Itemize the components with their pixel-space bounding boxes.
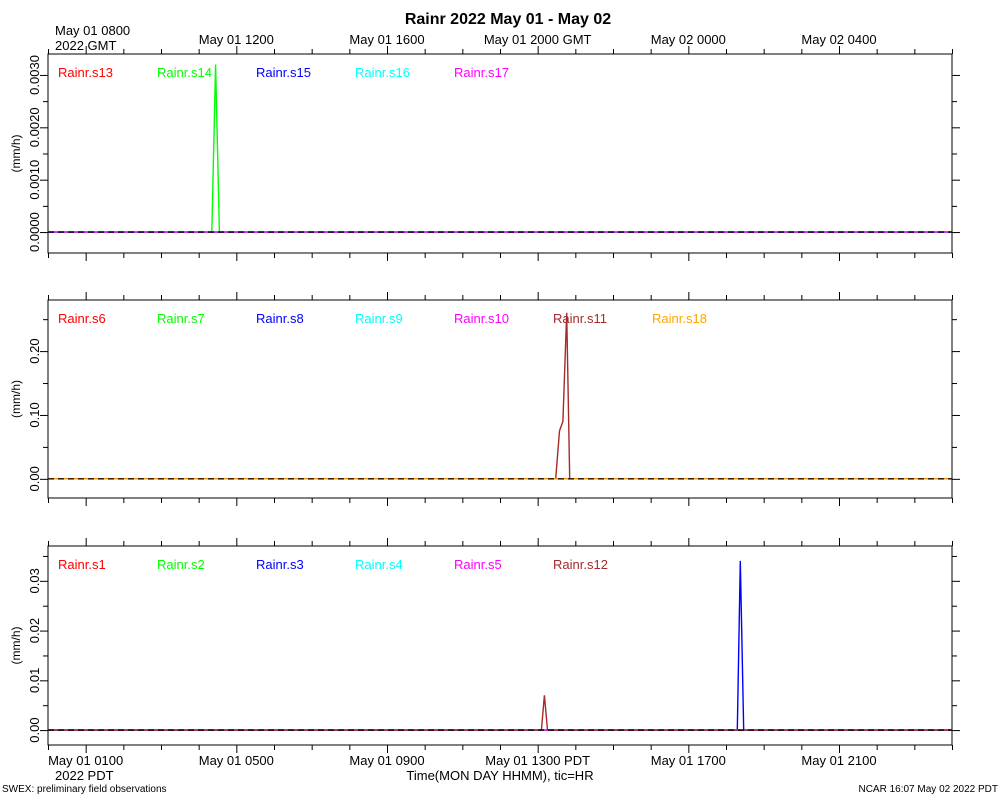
y-axis-label: (mm/h)	[9, 135, 23, 173]
legend-entry: Rainr.s15	[256, 65, 311, 80]
chart-title: Rainr 2022 May 01 - May 02	[405, 11, 611, 28]
y-tick-label: 0.20	[27, 338, 42, 363]
bottom-axis-tick-label: May 01 2100	[801, 753, 876, 768]
series-line-rainr-s11	[48, 312, 952, 480]
bottom-axis-tick-label: May 01 0500	[199, 753, 274, 768]
bottom-time-axis: May 01 0100 May 01 0500 May 01 0900 May 01 …	[48, 753, 877, 768]
y-tick-label: 0.01	[27, 668, 42, 693]
series-line-rainr-s3	[48, 560, 952, 731]
y-tick-label: 0.0030	[27, 55, 42, 95]
legend-entry: Rainr.s1	[58, 557, 106, 572]
legend-entry: Rainr.s2	[157, 557, 205, 572]
y-tick-label: 0.0000	[27, 212, 42, 252]
legend-entry: Rainr.s3	[256, 557, 304, 572]
legend-entry: Rainr.s11	[553, 311, 607, 326]
bottom-axis-tick-label: May 01 0900	[349, 753, 424, 768]
legend-entry: Rainr.s13	[58, 65, 113, 80]
legend-entry: Rainr.s7	[157, 311, 205, 326]
legend-entry: Rainr.s17	[454, 65, 509, 80]
bottom-axis-tick-label: May 01 0100	[48, 753, 123, 768]
top-axis-tick-label: May 01 0800	[55, 23, 130, 38]
bottom-axis-tick-label: May 01 1700	[651, 753, 726, 768]
plot-frame	[47, 545, 953, 746]
bottom-axis-tick-label: May 01 1300 PDT	[485, 753, 590, 768]
y-tick-label: 0.03	[27, 568, 42, 593]
top-axis-tick-label: May 01 1600	[349, 32, 424, 47]
top-axis-tick-label: May 02 0400	[801, 32, 876, 47]
y-tick-label: 0.0020	[27, 107, 42, 147]
top-axis-tick-label: May 01 1200	[199, 32, 274, 47]
legend-entry: Rainr.s18	[652, 311, 707, 326]
legend-entry: Rainr.s10	[454, 311, 509, 326]
plot-frame	[47, 53, 953, 254]
legend-entry: Rainr.s9	[355, 311, 403, 326]
footer-right-note: NCAR 16:07 May 02 2022 PDT	[858, 784, 998, 795]
top-axis-tick-label: May 02 0000	[651, 32, 726, 47]
bottom-axis-year-label: 2022 PDT	[55, 768, 114, 783]
y-tick-label: 0.10	[27, 402, 42, 427]
series-line-rainr-s12	[48, 695, 952, 731]
top-axis-year-label: 2022 GMT	[55, 38, 116, 53]
y-axis-label: (mm/h)	[9, 627, 23, 665]
panel-2: 0.00 0.10 0.20 (mm/h) Rainr.s6 Rainr.s7 Rainr.…	[9, 292, 960, 506]
top-time-axis: May 01 0800 May 01 1200 May 01 1600 May 01 …	[55, 23, 877, 47]
legend-entry: Rainr.s8	[256, 311, 304, 326]
legend-entry: Rainr.s5	[454, 557, 502, 572]
x-axis-label: Time(MON DAY HHMM), tic=HR	[406, 768, 593, 783]
plot-frame	[47, 299, 953, 499]
footer-left-note: SWEX: preliminary field observations	[2, 784, 167, 795]
y-tick-label: 0.00	[27, 466, 42, 491]
legend-entry: Rainr.s14	[157, 65, 212, 80]
legend-entry: Rainr.s12	[553, 557, 608, 572]
y-axis-label: (mm/h)	[9, 380, 23, 418]
legend-entry: Rainr.s6	[58, 311, 106, 326]
series-line-rainr-s14	[48, 64, 952, 233]
y-tick-label: 0.00	[27, 717, 42, 742]
panel-3: 0.00 0.01 0.02 0.03 (mm/h) Rainr.s1 Rainr.s2 Ra…	[9, 538, 960, 753]
top-axis-tick-label: May 01 2000 GMT	[484, 32, 592, 47]
y-tick-label: 0.02	[27, 618, 42, 643]
legend-entry: Rainr.s16	[355, 65, 410, 80]
panel-1: 0.0000 0.0010 0.0020 0.0030 (mm/h) Rainr.s13 R…	[9, 46, 960, 261]
y-tick-label: 0.0010	[27, 160, 42, 200]
panels: 0.0000 0.0010 0.0020 0.0030 (mm/h) Rainr.s13 R…	[9, 46, 960, 753]
legend-entry: Rainr.s4	[355, 557, 403, 572]
